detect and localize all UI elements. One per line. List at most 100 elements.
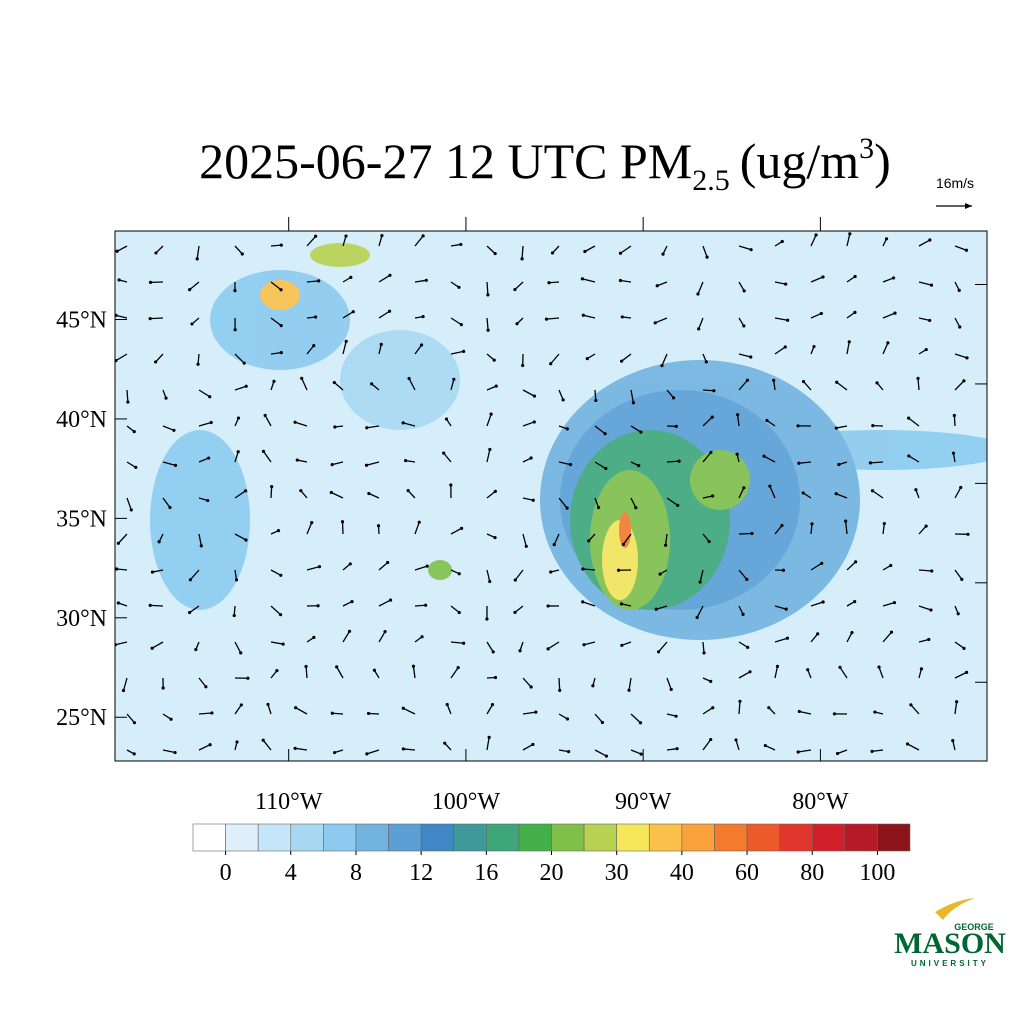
wind-arrow (189, 605, 200, 614)
wind-arrow-head (376, 524, 381, 528)
wind-arrow (198, 389, 211, 398)
wind-arrow (162, 497, 171, 508)
wind-arrow-head (957, 288, 961, 292)
wind-arrow-head (134, 465, 138, 470)
wind-arrow (115, 314, 128, 319)
wind-arrow-head (164, 396, 168, 400)
wind-arrow-head (261, 738, 265, 742)
wind-arrow (810, 601, 824, 607)
wind-arrow-head (172, 428, 176, 432)
wind-arrow-head (490, 703, 495, 707)
wind-arrow-head (710, 415, 714, 419)
wind-arrow (126, 713, 135, 724)
wind-arrow-head (604, 466, 608, 471)
wind-arrow (918, 525, 927, 535)
wind-arrow-head (116, 541, 120, 545)
wind-arrow-head (424, 603, 428, 607)
wind-arrow-head (489, 412, 493, 416)
wind-arrow-head (745, 577, 749, 581)
wind-arrow (702, 707, 714, 715)
title-superscript: 3 (859, 132, 874, 165)
wind-arrow-head (797, 709, 801, 714)
wind-arrow (336, 666, 344, 679)
wind-arrow (698, 317, 704, 330)
wind-arrow-head (161, 686, 165, 690)
wind-arrow-head (457, 610, 461, 615)
wind-arrow (836, 381, 848, 391)
wind-arrow-head (493, 489, 497, 493)
wind-arrow-head (531, 498, 535, 502)
wind-arrow-head (821, 275, 825, 279)
wind-arrow-head (832, 712, 837, 716)
wind-arrow (306, 345, 315, 355)
wind-arrow (234, 533, 247, 541)
wind-arrow (486, 385, 497, 391)
x-tick-label: 90°W (615, 789, 672, 815)
wind-arrow-head (208, 395, 212, 399)
wind-arrow-head (370, 382, 374, 386)
wind-arrow (262, 451, 272, 463)
wind-arrow-head (951, 739, 955, 743)
wind-arrow-head (281, 642, 285, 646)
wind-arrow-head (959, 485, 963, 490)
wind-arrow (774, 637, 788, 643)
wind-arrow-head (618, 251, 623, 255)
wind-arrow (407, 490, 416, 499)
wind-arrow (870, 461, 884, 464)
wind-arrow (270, 486, 273, 499)
wind-arrow (846, 341, 850, 355)
wind-arrow-head (246, 676, 250, 680)
colorbar-label: 12 (409, 860, 433, 886)
colorbar-box (225, 823, 259, 852)
wind-arrow-head (148, 317, 152, 321)
y-tick-label: 35°N (56, 506, 107, 532)
wind-arrow (270, 281, 282, 291)
wind-arrow-head (294, 706, 298, 710)
wind-arrow-head (734, 738, 738, 742)
wind-arrow (872, 490, 884, 499)
wind-arrow-head (820, 561, 824, 565)
title-subscript: 2.5 (692, 164, 730, 197)
wind-arrow-head (850, 631, 854, 635)
wind-arrow (198, 744, 211, 751)
wind-arrow (366, 749, 380, 755)
wind-arrow (152, 569, 164, 573)
wind-arrow (486, 413, 492, 427)
wind-arrow-head (208, 743, 212, 747)
wind-arrow (918, 569, 932, 572)
wind-arrow-head (239, 703, 243, 707)
wind-arrow-head (417, 520, 421, 524)
wind-arrow-head (735, 452, 739, 456)
wind-arrow-head (780, 523, 784, 528)
wind-arrow-head (348, 562, 352, 566)
wind-arrow (810, 562, 823, 571)
wind-arrow-head (655, 284, 659, 288)
wind-arrow-head (698, 580, 702, 584)
wind-arrow-head (568, 463, 573, 467)
wind-arrow (414, 279, 427, 283)
wind-arrow (366, 461, 380, 466)
wind-arrow (126, 497, 132, 511)
wind-arrow-head (116, 601, 120, 605)
wind-arrow-head (117, 278, 121, 282)
wind-arrow-head (654, 607, 658, 611)
wind-arrow-head (964, 248, 969, 252)
wind-arrow-head (344, 234, 348, 238)
wind-arrow (486, 490, 496, 499)
colorbar-box (551, 823, 585, 852)
wind-arrow-head (209, 420, 213, 425)
wind-arrow (654, 317, 668, 324)
wind-arrow-head (742, 324, 746, 328)
wind-arrow-head (544, 317, 549, 321)
wind-arrow-head (513, 578, 517, 582)
wind-arrow-head (882, 521, 886, 526)
wind-arrow (583, 314, 596, 319)
wind-arrow-head (150, 646, 154, 650)
wind-arrow (658, 641, 668, 653)
wind-arrow-head (886, 341, 890, 345)
wind-arrow (882, 523, 885, 535)
wind-arrow (558, 389, 564, 401)
wind-arrow-head (914, 488, 918, 492)
wind-arrow-head (456, 666, 460, 670)
wind-arrow-head (234, 578, 239, 582)
